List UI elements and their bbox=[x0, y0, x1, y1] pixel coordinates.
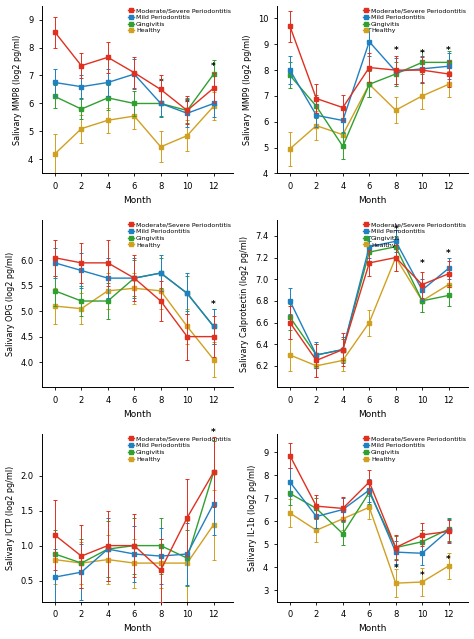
X-axis label: Month: Month bbox=[123, 624, 152, 633]
Text: *: * bbox=[393, 45, 398, 54]
Text: *: * bbox=[446, 249, 451, 258]
Text: *: * bbox=[211, 62, 216, 72]
X-axis label: Month: Month bbox=[358, 410, 387, 419]
X-axis label: Month: Month bbox=[358, 196, 387, 205]
Y-axis label: Salivary OPG (log2 pg/ml): Salivary OPG (log2 pg/ml) bbox=[6, 251, 15, 356]
Text: *: * bbox=[393, 564, 398, 573]
Text: *: * bbox=[420, 49, 425, 59]
Y-axis label: Salivary MMP8 (log2 pg/ml): Salivary MMP8 (log2 pg/ml) bbox=[13, 35, 22, 144]
Text: *: * bbox=[158, 78, 163, 87]
X-axis label: Month: Month bbox=[123, 196, 152, 205]
X-axis label: Month: Month bbox=[123, 410, 152, 419]
Text: *: * bbox=[420, 259, 425, 268]
Legend: Moderate/Severe Periodontitis, Mild Periodontitis, Gingivitis, Healthy: Moderate/Severe Periodontitis, Mild Peri… bbox=[362, 7, 467, 35]
Text: *: * bbox=[393, 225, 398, 234]
Text: *: * bbox=[420, 571, 425, 580]
Text: *: * bbox=[446, 45, 451, 54]
Y-axis label: Salivary Calprotectin (log2 pg/ml): Salivary Calprotectin (log2 pg/ml) bbox=[240, 236, 249, 372]
Y-axis label: Salivary IL-1b (log2 pg/ml): Salivary IL-1b (log2 pg/ml) bbox=[248, 465, 257, 571]
Y-axis label: Salivary ICTP (log2 pg/ml): Salivary ICTP (log2 pg/ml) bbox=[6, 465, 15, 570]
Legend: Moderate/Severe Periodontitis, Mild Periodontitis, Gingivitis, Healthy: Moderate/Severe Periodontitis, Mild Peri… bbox=[362, 435, 467, 463]
X-axis label: Month: Month bbox=[358, 624, 387, 633]
Y-axis label: Salivary MMP9 (log2 pg/ml): Salivary MMP9 (log2 pg/ml) bbox=[243, 35, 252, 145]
Text: *: * bbox=[211, 428, 216, 437]
Text: *: * bbox=[446, 555, 451, 564]
Text: *: * bbox=[211, 300, 216, 309]
Legend: Moderate/Severe Periodontitis, Mild Periodontitis, Gingivitis, Healthy: Moderate/Severe Periodontitis, Mild Peri… bbox=[127, 435, 232, 463]
Text: *: * bbox=[185, 98, 190, 107]
Legend: Moderate/Severe Periodontitis, Mild Periodontitis, Gingivitis, Healthy: Moderate/Severe Periodontitis, Mild Peri… bbox=[127, 221, 232, 249]
Legend: Moderate/Severe Periodontitis, Mild Periodontitis, Gingivitis, Healthy: Moderate/Severe Periodontitis, Mild Peri… bbox=[362, 221, 467, 249]
Legend: Moderate/Severe Periodontitis, Mild Periodontitis, Gingivitis, Healthy: Moderate/Severe Periodontitis, Mild Peri… bbox=[127, 7, 232, 35]
